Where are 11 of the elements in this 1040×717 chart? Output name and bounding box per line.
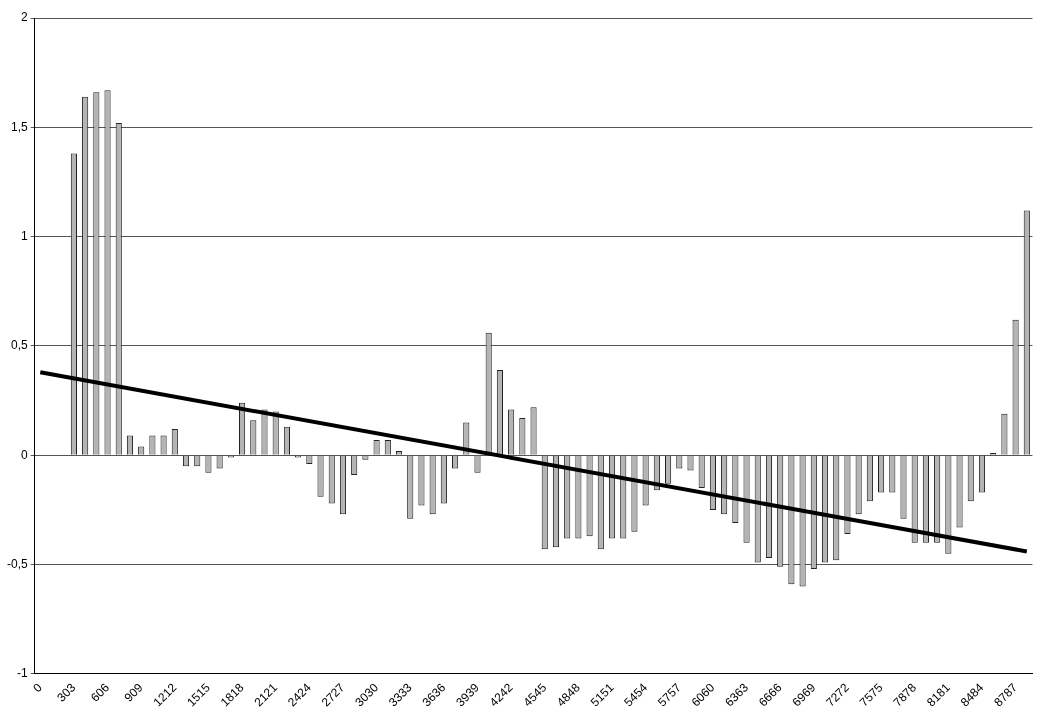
y-tick-label: -1 <box>17 666 28 681</box>
x-tick-label: 606 <box>87 680 113 705</box>
y-tick-label: 2 <box>20 10 28 25</box>
y-tick-label: 0,5 <box>10 338 28 353</box>
y-tick-label: 1,5 <box>10 119 28 134</box>
x-tick-label: 909 <box>121 680 146 705</box>
x-tick-label: 0 <box>30 680 45 696</box>
y-tick-label: -0,5 <box>6 556 28 571</box>
y-tick-label: 1 <box>20 228 28 243</box>
x-tick-label: 303 <box>54 680 79 705</box>
y-tick-label: 0 <box>20 447 28 462</box>
